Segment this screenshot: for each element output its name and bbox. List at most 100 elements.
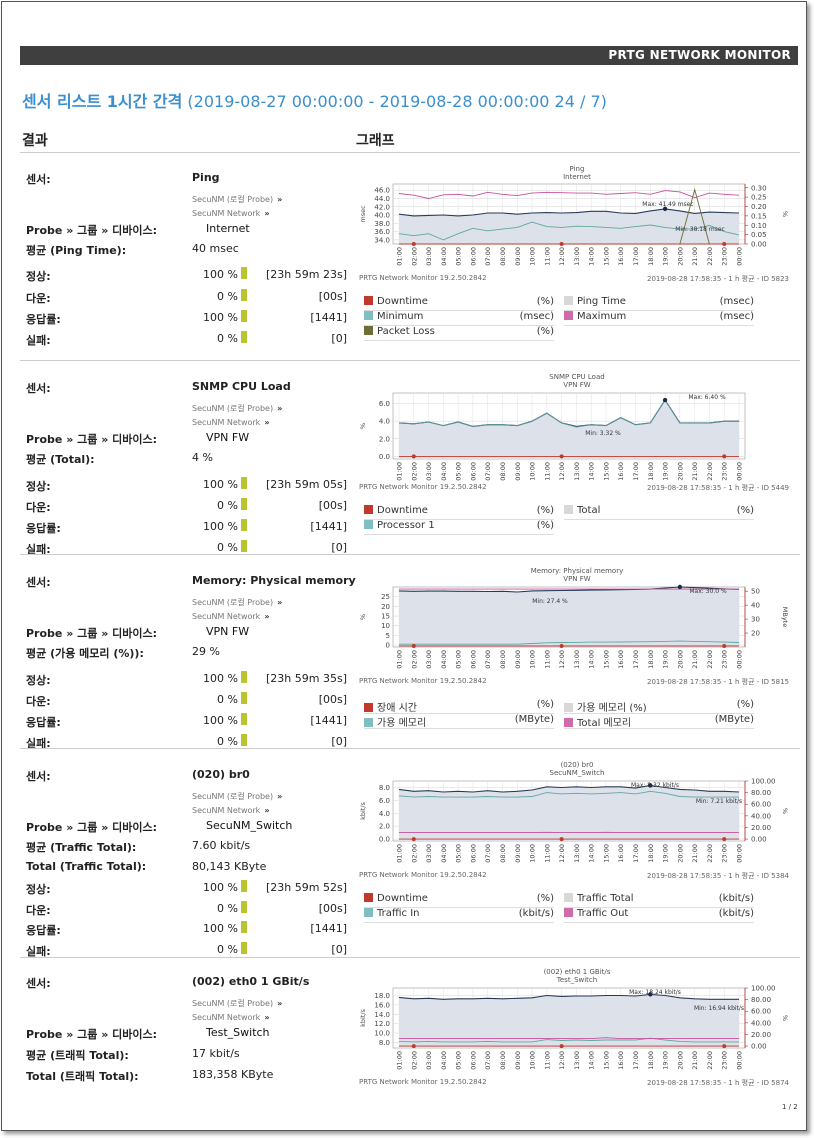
y-axis-label: % <box>359 614 367 620</box>
x-tick-label: 11:00 <box>543 1051 551 1070</box>
x-tick-label: 22:00 <box>706 650 714 669</box>
x-tick-label: 11:00 <box>543 462 551 481</box>
legend-item-traffic-in: Traffic In (kbit/s) <box>364 908 554 923</box>
legend-item-free-memory: 가용 메모리 (MByte) <box>364 714 554 729</box>
x-tick-label: 11:00 <box>543 844 551 863</box>
series-area <box>399 400 739 459</box>
series-line <box>399 1037 739 1040</box>
x-tick-label: 21:00 <box>691 650 699 669</box>
x-tick-label: 04:00 <box>440 844 448 863</box>
x-tick-label: 00:00 <box>736 650 744 669</box>
y-tick-label: 4.0 <box>379 418 390 426</box>
fail-count: [0] <box>331 541 347 554</box>
x-tick-label: 16:00 <box>617 247 625 266</box>
sensor-name: (002) eth0 1 GBit/s <box>192 975 310 988</box>
legend-item-minimum: Minimum (msec) <box>364 311 554 326</box>
x-tick-label: 03:00 <box>425 1051 433 1070</box>
up-bar <box>241 671 247 683</box>
chart-title: (020) br0 SecuNM_Switch <box>549 761 605 777</box>
down-bar <box>241 692 247 704</box>
x-tick-label: 20:00 <box>676 462 684 481</box>
sensor-name: (020) br0 <box>192 768 250 781</box>
downtime-marker <box>722 644 727 649</box>
x-tick-label: 18:00 <box>647 844 655 863</box>
coverage-count: [1441] <box>310 311 347 324</box>
probe-name: SecuNM (로컬 Probe)» <box>192 195 283 204</box>
sensor-label: 센서: <box>26 576 51 589</box>
coverage-count: [1441] <box>310 520 347 533</box>
x-tick-label: 19:00 <box>662 1051 670 1070</box>
report-title-main: 센서 리스트 1시간 간격 <box>22 92 183 111</box>
y-tick-label: 18.0 <box>374 992 390 1000</box>
legend-item-processor-1: Processor 1 (%) <box>364 520 554 535</box>
y2-tick-label: 100.00 <box>751 778 776 786</box>
downtime-marker <box>411 837 416 842</box>
heading-divider <box>20 152 800 153</box>
x-tick-label: 17:00 <box>632 650 640 669</box>
x-tick-label: 10:00 <box>529 1051 537 1070</box>
x-tick-label: 08:00 <box>499 1051 507 1070</box>
y-tick-label: 14.0 <box>374 1011 390 1019</box>
x-tick-label: 09:00 <box>514 1051 522 1070</box>
y-tick-label: 34.0 <box>374 236 390 244</box>
coverage-label: 응답률: <box>26 313 61 326</box>
series-area <box>399 587 739 647</box>
x-tick-label: 03:00 <box>425 247 433 266</box>
y-tick-label: 16.0 <box>374 1001 390 1009</box>
results-column-heading: 결과 <box>22 133 48 149</box>
up-percent: 100 % <box>203 881 238 894</box>
x-tick-label: 09:00 <box>514 844 522 863</box>
probe-group-device-label: Probe » 그룹 » 디바이스: <box>26 821 158 834</box>
series-area <box>399 785 739 841</box>
group-name: SecuNM Network» <box>192 806 270 815</box>
x-tick-label: 20:00 <box>676 650 684 669</box>
legend-swatch <box>364 296 373 305</box>
device-name: Test_Switch <box>206 1026 270 1039</box>
down-percent: 0 % <box>217 902 238 915</box>
y-tick-label: 36.0 <box>374 228 390 236</box>
y-axis-label: kbit/s <box>359 1008 367 1026</box>
legend-item-traffic-out: Traffic Out (kbit/s) <box>564 908 754 923</box>
sensor-name: Ping <box>192 171 220 184</box>
downtime-marker <box>559 242 564 246</box>
coverage-percent: 100 % <box>203 520 238 533</box>
down-duration: [00s] <box>318 290 347 303</box>
y-tick-label: 0.0 <box>379 836 390 844</box>
coverage-label: 응답률: <box>26 716 61 729</box>
y2-tick-label: 0.30 <box>751 184 767 192</box>
sensor-label: 센서: <box>26 770 51 783</box>
x-tick-label: 21:00 <box>691 247 699 266</box>
report-title: 센서 리스트 1시간 간격 (2019-08-27 00:00:00 - 201… <box>22 88 607 112</box>
legend-item-traffic-total: Traffic Total (kbit/s) <box>564 893 754 908</box>
x-tick-label: 02:00 <box>410 844 418 863</box>
average-value: 4 % <box>192 451 213 464</box>
average-label: 평균 (가용 메모리 (%)): <box>26 647 144 660</box>
up-duration: [23h 59m 35s] <box>266 672 347 685</box>
coverage-count: [1441] <box>310 714 347 727</box>
x-tick-label: 22:00 <box>706 1051 714 1070</box>
x-tick-label: 10:00 <box>529 247 537 266</box>
y-tick-label: 6.0 <box>379 400 390 408</box>
x-tick-label: 07:00 <box>484 1051 492 1070</box>
x-tick-label: 00:00 <box>736 247 744 266</box>
x-tick-label: 22:00 <box>706 247 714 266</box>
y2-tick-label: 40.00 <box>751 812 771 820</box>
legend-swatch <box>564 718 573 727</box>
fail-label: 실패: <box>26 543 51 556</box>
probe-name: SecuNM (로컬 Probe)» <box>192 598 283 607</box>
x-tick-label: 15:00 <box>602 462 610 481</box>
legend-item-total: Total (%) <box>564 505 754 520</box>
x-tick-label: 10:00 <box>529 462 537 481</box>
min-annotation: Min: 16.94 kbit/s <box>694 1005 744 1012</box>
y-tick-label: 25 <box>381 593 390 601</box>
fail-bar <box>241 540 247 552</box>
y2-axis-label: % <box>781 211 789 217</box>
legend-swatch <box>564 296 573 305</box>
down-label: 다운: <box>26 501 51 514</box>
x-tick-label: 21:00 <box>691 844 699 863</box>
up-bar <box>241 880 247 892</box>
up-label: 정상: <box>26 674 51 687</box>
max-marker <box>662 206 668 212</box>
x-tick-label: 15:00 <box>602 1051 610 1070</box>
